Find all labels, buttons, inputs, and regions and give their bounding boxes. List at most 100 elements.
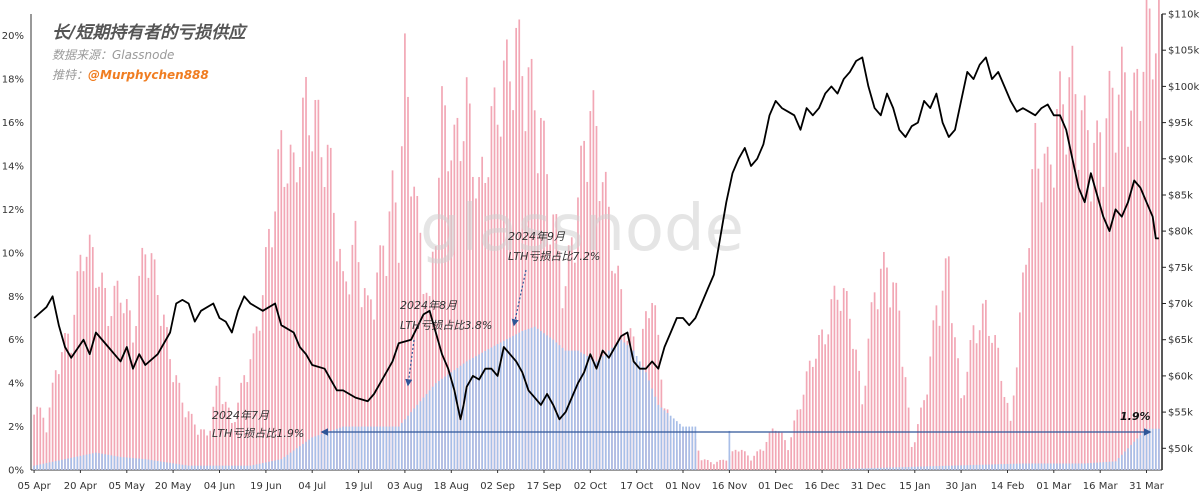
lth-bar — [527, 328, 530, 470]
lth-bar — [657, 404, 660, 470]
x-tick-label: 14 Feb — [991, 481, 1025, 492]
sth-bar — [206, 435, 208, 470]
sth-bar — [512, 110, 514, 471]
lth-bar — [234, 465, 236, 470]
lth-bar — [221, 465, 224, 470]
chart-title: 长/短期持有者的亏损供应 — [52, 23, 246, 43]
sth-bar — [1068, 77, 1071, 471]
lth-bar — [82, 455, 85, 470]
sth-bar — [947, 256, 950, 470]
lth-bar — [648, 380, 650, 470]
sth-bar — [388, 211, 391, 471]
lth-bar — [1052, 463, 1055, 470]
lth-bar — [286, 454, 289, 470]
lth-bar — [682, 426, 684, 470]
sth-bar — [1096, 120, 1098, 471]
sth-bar — [150, 253, 153, 470]
sth-bar — [119, 302, 122, 470]
sth-bar — [805, 371, 808, 470]
lth-bar — [184, 465, 187, 470]
lth-bar — [1037, 463, 1040, 470]
sth-bar — [61, 352, 63, 470]
sth-bar — [159, 325, 162, 470]
sth-bar — [774, 430, 777, 470]
sth-bar — [468, 103, 471, 470]
sth-bar — [79, 254, 82, 470]
sth-bar — [478, 177, 480, 471]
sth-bar — [706, 460, 709, 470]
sth-bar — [722, 459, 725, 470]
sth-bar — [360, 307, 363, 470]
sth-bar — [1028, 248, 1030, 470]
sth-bar — [957, 358, 959, 470]
lth-bar — [861, 468, 864, 470]
sth-bar — [166, 327, 168, 470]
x-tick-label: 20 Apr — [64, 481, 98, 492]
lth-bar — [156, 461, 159, 470]
lth-bar — [329, 430, 332, 470]
sth-bar — [193, 424, 196, 470]
lth-bar — [1049, 463, 1052, 470]
lth-bar — [190, 465, 193, 470]
lth-bar — [1117, 458, 1120, 470]
lth-bar — [274, 460, 276, 470]
lth-bar — [954, 465, 956, 470]
lth-bar — [586, 356, 589, 470]
sth-bar — [295, 182, 298, 470]
lth-bar — [672, 418, 675, 470]
sth-bar — [332, 212, 335, 470]
lth-bar — [988, 464, 990, 470]
lth-bar — [879, 467, 882, 470]
lth-bar — [1111, 461, 1114, 470]
sth-bar — [187, 411, 190, 470]
sth-bar — [777, 431, 780, 470]
sth-bar — [107, 325, 110, 470]
lth-bar — [1080, 463, 1083, 470]
sth-bar — [595, 125, 598, 471]
x-tick-label: 02 Oct — [574, 481, 607, 492]
sth-bar — [227, 407, 230, 470]
sth-bar — [394, 202, 397, 470]
sth-bar — [1102, 186, 1105, 471]
lth-bar — [1120, 454, 1123, 470]
sth-bar — [527, 67, 530, 470]
right-tick-label: $90k — [1168, 154, 1193, 165]
right-tick-label: $100k — [1168, 82, 1199, 93]
lth-bar — [883, 467, 885, 470]
x-tick-label: 01 Nov — [665, 481, 701, 492]
lth-bar — [1046, 463, 1049, 470]
sth-bar — [305, 76, 307, 471]
sth-bar — [601, 182, 604, 470]
sth-bar — [697, 450, 700, 470]
sth-bar — [988, 335, 990, 470]
sth-bar — [240, 382, 242, 470]
sth-bar — [487, 177, 490, 470]
lth-bar — [858, 468, 861, 470]
lth-bar — [200, 465, 202, 470]
lth-bar — [969, 465, 972, 470]
lth-bar — [231, 465, 233, 470]
sth-bar — [224, 401, 227, 470]
sth-bar — [54, 370, 57, 470]
sth-bar — [342, 271, 344, 470]
sth-bar — [719, 460, 721, 470]
right-tick-label: $110k — [1168, 10, 1199, 21]
x-tick-label: 03 Aug — [387, 481, 422, 492]
lth-bar — [1105, 461, 1108, 470]
lth-bar — [465, 361, 468, 470]
left-tick-label: 10% — [2, 248, 24, 259]
lth-bar — [1127, 448, 1129, 470]
right-tick-label: $55k — [1168, 408, 1193, 419]
sth-bar — [122, 313, 125, 470]
lth-bar — [960, 465, 962, 470]
lth-bar — [675, 421, 678, 470]
sth-bar — [465, 77, 468, 471]
x-tick-label: 31 Dec — [851, 481, 886, 492]
lth-bar — [261, 463, 264, 470]
lth-bar — [255, 464, 258, 470]
sth-bar — [404, 33, 406, 471]
lth-bar — [113, 455, 116, 470]
lth-bar — [876, 467, 879, 470]
lth-bar — [391, 426, 394, 470]
sth-bar — [354, 220, 357, 470]
